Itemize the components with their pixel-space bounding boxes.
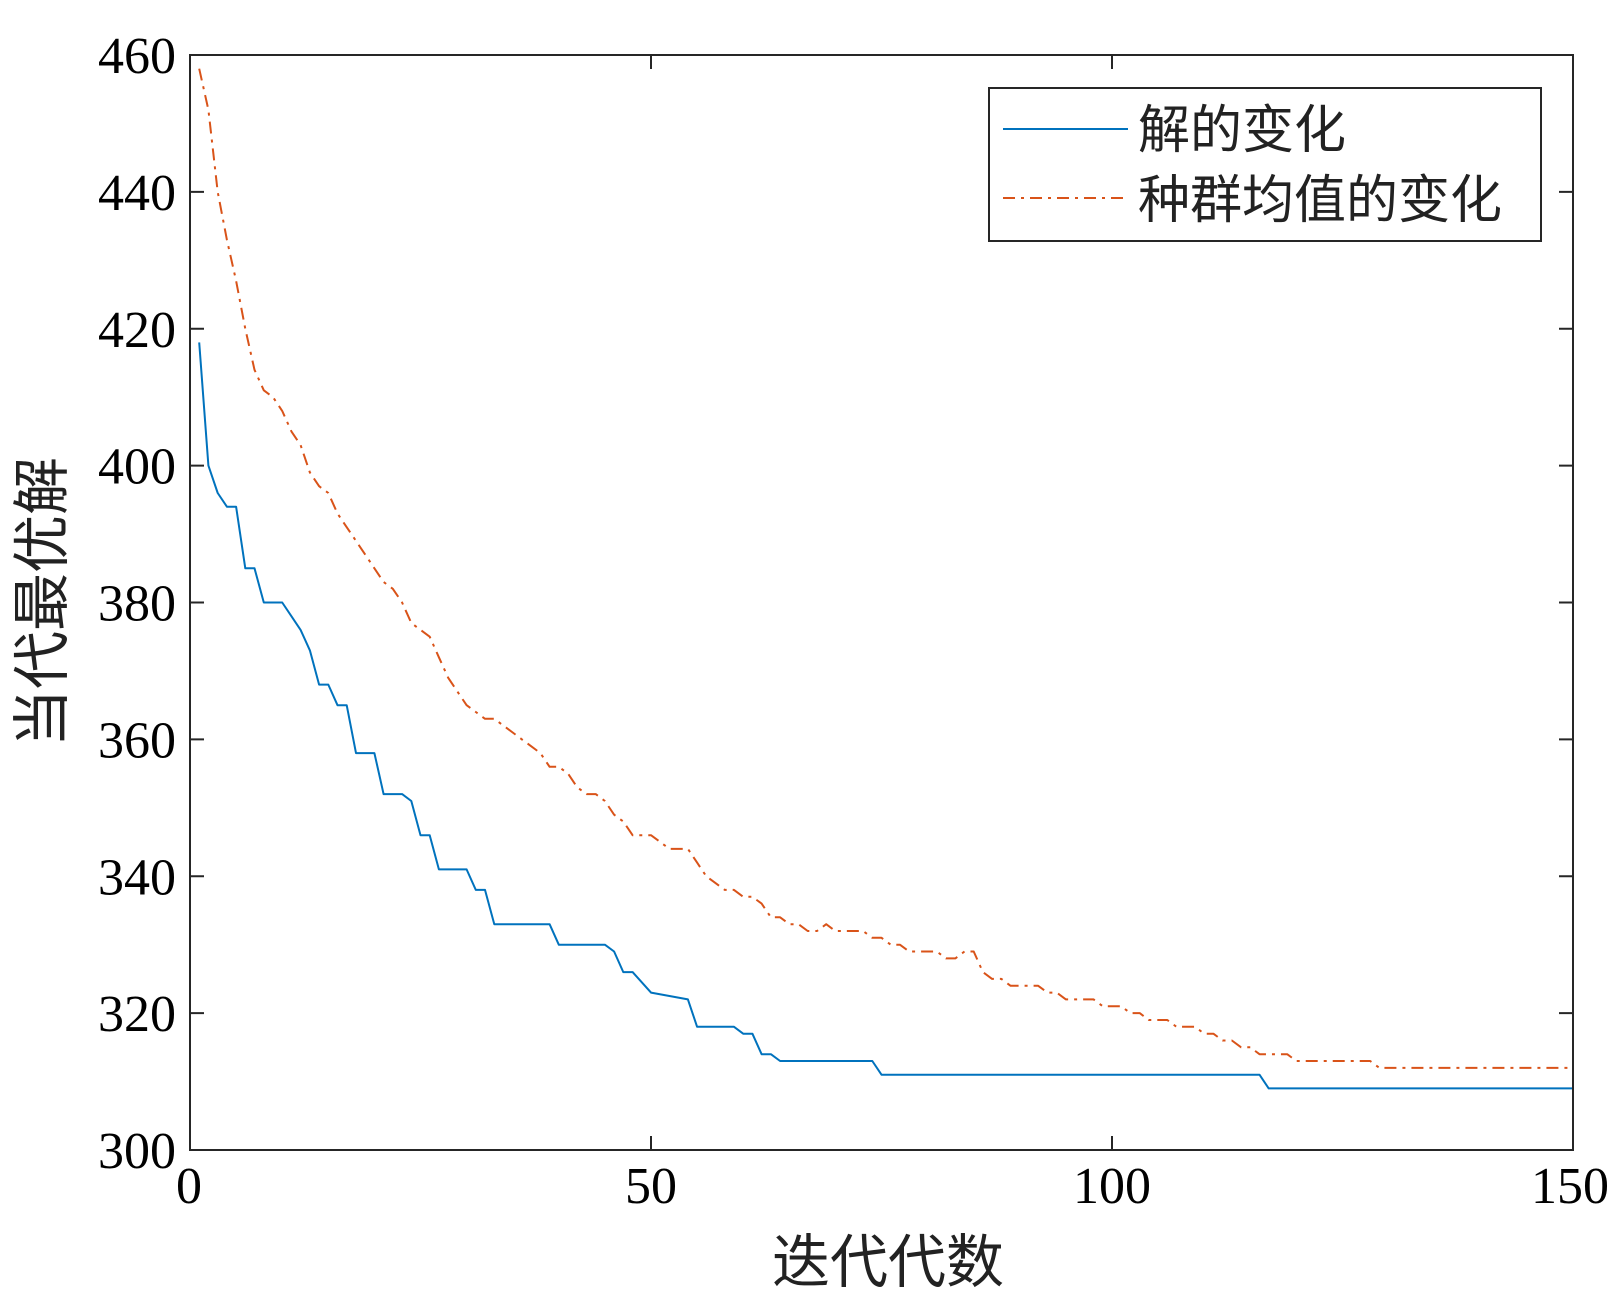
series-line-0	[198, 342, 1573, 1090]
x-tick-label: 100	[1073, 1158, 1151, 1215]
x-tick-label: 150	[1531, 1158, 1609, 1215]
y-axis-label: 当代最优解	[8, 457, 76, 747]
y-tick-label: 400	[98, 439, 176, 496]
y-tick-label: 320	[98, 986, 176, 1043]
series-line-1	[198, 68, 1573, 1069]
tick-labels-layer: 0 50 100 150 300 320 340 360 380 400 420 440 460	[98, 28, 1609, 1215]
legend-label-population-mean: 种群均值的变化	[1138, 171, 1502, 231]
series-layer	[198, 68, 1573, 1090]
ticks-layer	[189, 54, 1574, 1151]
y-tick-label: 440	[98, 165, 176, 222]
x-tick-label: 50	[625, 1158, 677, 1215]
y-tick-label: 460	[98, 28, 176, 85]
x-axis-label: 迭代代数	[772, 1228, 1004, 1296]
x-tick-label: 0	[176, 1158, 202, 1215]
legend: 解的变化 种群均值的变化	[988, 87, 1542, 242]
y-tick-label: 300	[98, 1123, 176, 1180]
y-tick-label: 380	[98, 576, 176, 633]
y-tick-label: 340	[98, 849, 176, 906]
y-tick-label: 360	[98, 712, 176, 769]
y-tick-label: 420	[98, 302, 176, 359]
legend-label-solution: 解的变化	[1138, 101, 1346, 161]
legend-box	[988, 87, 1542, 242]
